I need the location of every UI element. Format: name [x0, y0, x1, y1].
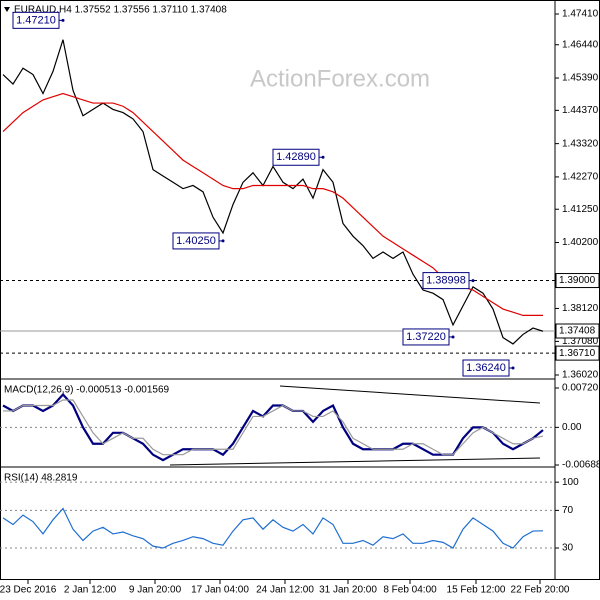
y-tick-label: 0.007201 [562, 383, 600, 394]
y-tick-label: 1.47410 [562, 9, 599, 20]
panel-title: RSI(14) 48.2819 [4, 473, 78, 484]
annotation-label: 1.36240 [466, 362, 506, 374]
price-label-box [555, 345, 600, 361]
x-tick-label: 9 Jan 20:00 [129, 585, 182, 596]
trendline [279, 385, 541, 404]
x-tick-label: 23 Dec 2016 [0, 585, 57, 596]
price-label-box [555, 273, 600, 289]
series-line [3, 399, 544, 456]
price-label: 1.37408 [559, 326, 596, 337]
price-label: 1.39000 [559, 275, 596, 286]
trendline [169, 457, 541, 466]
y-tick-label: 100 [562, 477, 579, 488]
x-tick-label: 17 Jan 04:00 [191, 585, 249, 596]
panel-title: MACD(12,26,9) -0.000513 -0.001569 [4, 385, 170, 396]
y-tick-label: 30 [562, 543, 574, 554]
y-tick-label: 1.45390 [562, 73, 599, 84]
price-label: 1.36710 [559, 348, 596, 359]
x-tick-label: 8 Feb 04:00 [383, 585, 437, 596]
x-tick-label: 22 Feb 20:00 [511, 585, 570, 596]
y-tick-label: 1.43320 [562, 138, 599, 149]
y-tick-label: 1.38120 [562, 303, 599, 314]
annotation-label: 1.37220 [406, 331, 446, 343]
annotation-label: 1.38998 [426, 275, 466, 287]
y-tick-label: 1.46440 [562, 39, 599, 50]
y-tick-label: 1.44370 [562, 105, 599, 116]
series-line [2, 507, 544, 549]
y-tick-label: 1.41250 [562, 204, 599, 215]
annotation-label: 1.47210 [16, 14, 56, 26]
watermark: ActionForex.com [250, 65, 430, 92]
y-tick-label: 1.40200 [562, 237, 599, 248]
x-tick-label: 31 Jan 20:00 [319, 585, 377, 596]
y-tick-label: -0.006888 [562, 460, 600, 471]
x-tick-label: 24 Jan 12:00 [256, 585, 314, 596]
y-tick-label: 0.00 [562, 422, 582, 433]
series-line [2, 39, 544, 345]
annotation-label: 1.42890 [276, 151, 316, 163]
price-label-box [555, 323, 600, 339]
x-tick-label: 15 Feb 12:00 [447, 585, 506, 596]
y-tick-label: 70 [562, 505, 574, 516]
y-tick-label: 1.37080 [562, 336, 599, 347]
y-tick-label: 1.36020 [562, 370, 599, 381]
y-tick-label: 1.42270 [562, 172, 599, 183]
dropdown-icon [4, 7, 10, 12]
x-tick-label: 2 Jan 12:00 [64, 585, 117, 596]
annotation-label: 1.40250 [176, 235, 216, 247]
header: EURAUD,H4 1.37552 1.37556 1.37110 1.3740… [14, 5, 227, 16]
